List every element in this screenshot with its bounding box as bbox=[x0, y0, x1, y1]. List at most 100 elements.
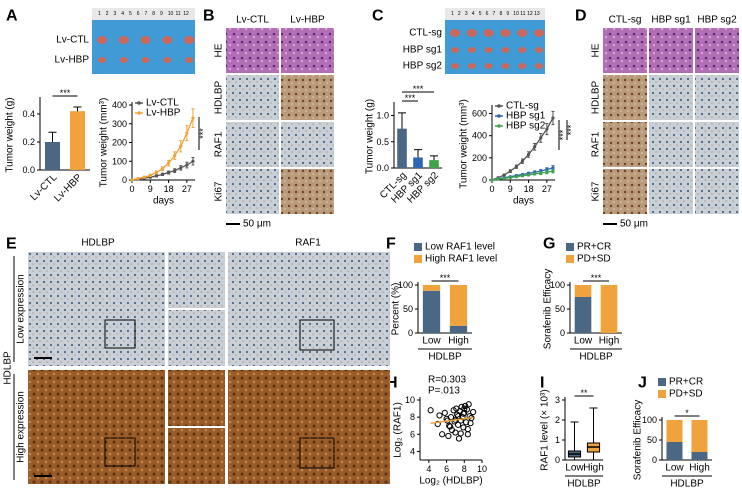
significance: *** bbox=[198, 128, 208, 139]
bar bbox=[429, 160, 439, 168]
row-label: Lv-CTL bbox=[56, 35, 89, 46]
point bbox=[465, 401, 472, 408]
row-label: High expression bbox=[16, 391, 27, 463]
y-tick-label: 300 bbox=[112, 119, 127, 129]
stain-image bbox=[228, 252, 390, 366]
legend-marker bbox=[137, 111, 141, 115]
panel-letter: C bbox=[372, 8, 384, 25]
panel-letter: H bbox=[386, 375, 398, 392]
ruler-label: 10 bbox=[168, 11, 174, 17]
point bbox=[490, 178, 494, 182]
x-tick-label: High bbox=[689, 463, 710, 474]
x-tick-label: 10 bbox=[477, 464, 487, 474]
stain-image bbox=[28, 370, 165, 484]
point bbox=[427, 407, 434, 414]
row-label: HDLBP bbox=[591, 81, 602, 115]
point bbox=[545, 170, 549, 174]
point bbox=[179, 166, 183, 170]
legend-marker bbox=[137, 101, 141, 105]
y-tick-label: 100 bbox=[112, 156, 127, 166]
x-tick-label: Low bbox=[565, 463, 584, 474]
stain-image bbox=[649, 169, 693, 214]
point bbox=[136, 176, 140, 181]
point bbox=[496, 177, 500, 181]
trend-line bbox=[430, 416, 474, 424]
tumor bbox=[451, 63, 459, 69]
ruler-label: 8 bbox=[499, 11, 502, 17]
y-axis-label: Tumor weight (g) bbox=[5, 97, 16, 172]
stain-image bbox=[695, 122, 739, 167]
point bbox=[455, 435, 463, 442]
tumor bbox=[119, 57, 128, 63]
panel-letter: B bbox=[203, 8, 215, 25]
tumor bbox=[535, 63, 543, 69]
y-tick-label: 1.0 bbox=[376, 111, 389, 121]
significance: *** bbox=[405, 93, 416, 103]
tumor bbox=[467, 47, 476, 53]
x-axis-label: days bbox=[153, 196, 174, 207]
legend-swatch bbox=[658, 378, 666, 386]
y-tick-label: 0.5 bbox=[376, 137, 389, 147]
panel-letter: G bbox=[543, 236, 555, 253]
x-axis-label: HDLBP bbox=[579, 352, 613, 363]
significance: ** bbox=[580, 388, 588, 398]
column-label: HBP sg2 bbox=[697, 15, 737, 26]
point bbox=[502, 173, 506, 177]
group-label: HDLBP bbox=[3, 351, 14, 385]
legend-label: PD+SD bbox=[669, 389, 703, 400]
legend-label: PR+CR bbox=[577, 242, 611, 253]
error-bar bbox=[73, 106, 82, 112]
y-tick-label: 50 bbox=[647, 435, 657, 445]
stain-image bbox=[281, 122, 334, 167]
x-tick-label: 8 bbox=[462, 464, 467, 474]
bar bbox=[45, 142, 60, 170]
tumor bbox=[501, 63, 510, 69]
column-label: Lv-CTL bbox=[236, 15, 269, 26]
ruler-label: 13 bbox=[534, 11, 540, 17]
point bbox=[526, 173, 531, 177]
tumor bbox=[484, 63, 493, 69]
x-tick-label: 4 bbox=[426, 464, 431, 474]
x-tick-label: High bbox=[583, 463, 604, 474]
stain-image bbox=[603, 28, 647, 73]
y-tick-label: 100 bbox=[398, 280, 413, 290]
x-tick-label: 9 bbox=[508, 184, 513, 194]
point bbox=[462, 419, 470, 426]
y-tick-label: 0 bbox=[652, 455, 657, 465]
tumor bbox=[98, 57, 106, 63]
point bbox=[154, 170, 158, 175]
bar bbox=[413, 157, 423, 168]
bar-segment bbox=[422, 290, 441, 333]
y-tick-label: 0 bbox=[555, 455, 560, 465]
point bbox=[441, 409, 448, 416]
stain-image bbox=[28, 252, 165, 366]
legend-label: High RAF1 level bbox=[425, 254, 497, 265]
zoom-box bbox=[104, 437, 136, 467]
y-tick-label: 200 bbox=[472, 153, 487, 163]
inset bbox=[168, 252, 225, 308]
point bbox=[434, 420, 441, 428]
row-label: HE bbox=[591, 43, 602, 57]
x-tick-label: 18 bbox=[524, 184, 534, 194]
tumor bbox=[97, 36, 107, 44]
tumor bbox=[450, 29, 460, 37]
point bbox=[191, 159, 195, 163]
stain-image bbox=[603, 75, 647, 120]
bar-segment bbox=[691, 420, 708, 452]
legend-marker bbox=[497, 124, 501, 128]
y-tick-label: 0.4 bbox=[22, 109, 35, 119]
tumor bbox=[500, 29, 511, 37]
bar-segment bbox=[666, 442, 683, 460]
point bbox=[160, 172, 165, 176]
tumor bbox=[501, 47, 510, 53]
y-tick-label: 6 bbox=[410, 429, 415, 439]
tumor bbox=[467, 63, 476, 69]
y-tick-label: 0.0 bbox=[376, 163, 389, 173]
row-label: Ki67 bbox=[591, 181, 602, 201]
point bbox=[539, 136, 543, 140]
y-tick-label: 200 bbox=[112, 138, 127, 148]
stain-image bbox=[281, 75, 334, 120]
point bbox=[466, 413, 473, 420]
stain-image bbox=[649, 28, 693, 73]
stain-image bbox=[695, 75, 739, 120]
